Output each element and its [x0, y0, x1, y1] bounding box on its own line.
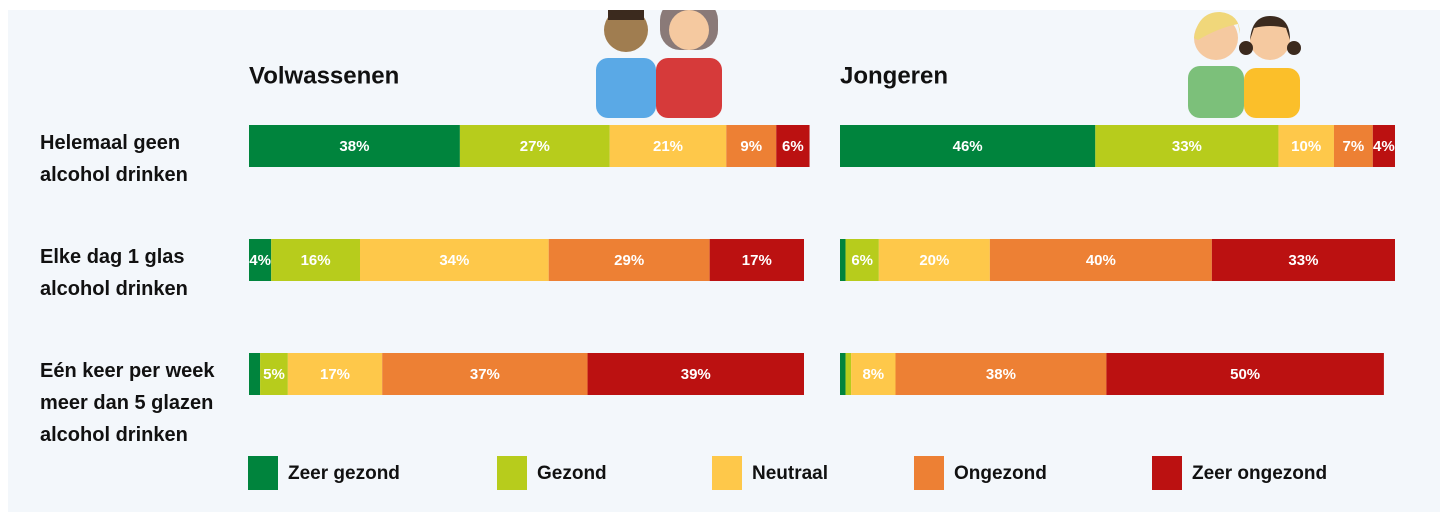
legend-label: Gezond [537, 463, 607, 484]
row-label: Eén keer per week meer dan 5 glazen alco… [40, 355, 240, 451]
value-label: 21% [653, 138, 683, 155]
value-label: 16% [301, 252, 331, 269]
value-label: 33% [1172, 138, 1202, 155]
value-label: 50% [1230, 366, 1260, 383]
panel-title: Jongeren [840, 62, 948, 89]
legend-label: Zeer ongezond [1192, 463, 1327, 484]
value-label: 5% [263, 366, 285, 383]
value-label: 20% [919, 252, 949, 269]
bar-segment [846, 353, 852, 395]
legend-swatch [248, 456, 278, 490]
value-label: 29% [614, 252, 644, 269]
legend-label: Neutraal [752, 463, 828, 484]
value-label: 6% [782, 138, 804, 155]
value-label: 39% [681, 366, 711, 383]
value-label: 33% [1288, 252, 1318, 269]
bar-segment [249, 353, 260, 395]
row-label: Helemaal geen alcohol drinken [40, 127, 240, 191]
value-label: 46% [953, 138, 983, 155]
illustration-adults [596, 10, 722, 118]
illustration-youth [1188, 12, 1301, 118]
legend-label: Ongezond [954, 463, 1047, 484]
legend-label: Zeer gezond [288, 463, 400, 484]
value-label: 10% [1291, 138, 1321, 155]
legend-swatch [497, 456, 527, 490]
bar-segment [840, 353, 846, 395]
value-label: 6% [851, 252, 873, 269]
value-label: 34% [439, 252, 469, 269]
value-label: 40% [1086, 252, 1116, 269]
value-label: 37% [470, 366, 500, 383]
value-label: 4% [249, 252, 271, 269]
panel-title: Volwassenen [249, 62, 399, 89]
value-label: 27% [520, 138, 550, 155]
value-label: 8% [862, 366, 884, 383]
value-label: 17% [320, 366, 350, 383]
value-label: 7% [1343, 138, 1365, 155]
legend-swatch [1152, 456, 1182, 490]
chart-panel: Volwassenen 38% 27% 21% 9% 6% 4% 16% 34% 29% 17% 5%… [8, 10, 1440, 512]
value-label: 38% [339, 138, 369, 155]
legend-swatch [712, 456, 742, 490]
value-label: 17% [742, 252, 772, 269]
value-label: 38% [986, 366, 1016, 383]
bar-segment [840, 239, 846, 281]
value-label: 9% [740, 138, 762, 155]
legend-swatch [914, 456, 944, 490]
value-label: 4% [1373, 138, 1395, 155]
row-label: Elke dag 1 glas alcohol drinken [40, 241, 240, 305]
